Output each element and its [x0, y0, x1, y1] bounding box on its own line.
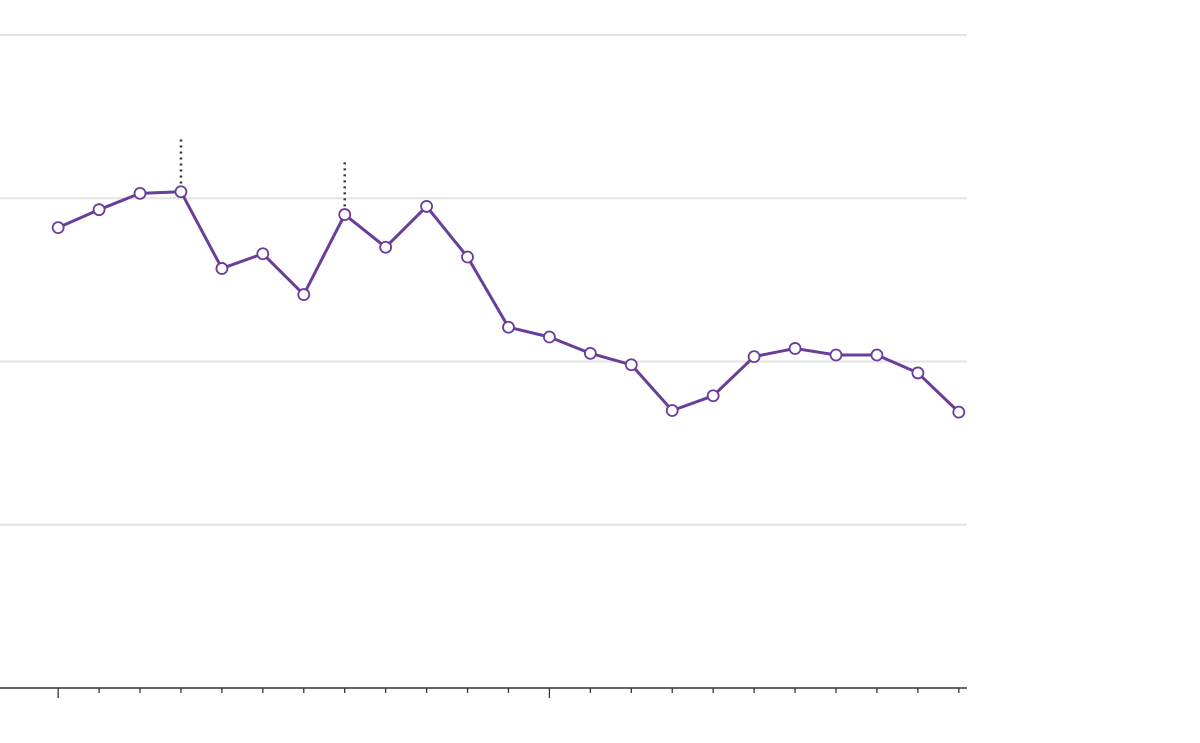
point [624, 358, 638, 372]
point [870, 348, 884, 362]
point [338, 208, 352, 221]
point [133, 186, 147, 200]
line [57, 190, 960, 414]
point [215, 262, 229, 275]
point [256, 247, 270, 261]
point [583, 346, 597, 360]
point [502, 320, 515, 334]
point [788, 342, 802, 355]
point [297, 288, 311, 301]
point [461, 250, 474, 264]
point [952, 405, 966, 419]
point [747, 350, 761, 364]
point [174, 185, 188, 199]
point [911, 366, 925, 380]
point [51, 221, 65, 235]
point [379, 240, 393, 254]
point [829, 348, 843, 362]
point [543, 330, 556, 344]
point [665, 404, 679, 417]
point [706, 389, 720, 403]
point [92, 203, 106, 217]
point [420, 200, 433, 213]
